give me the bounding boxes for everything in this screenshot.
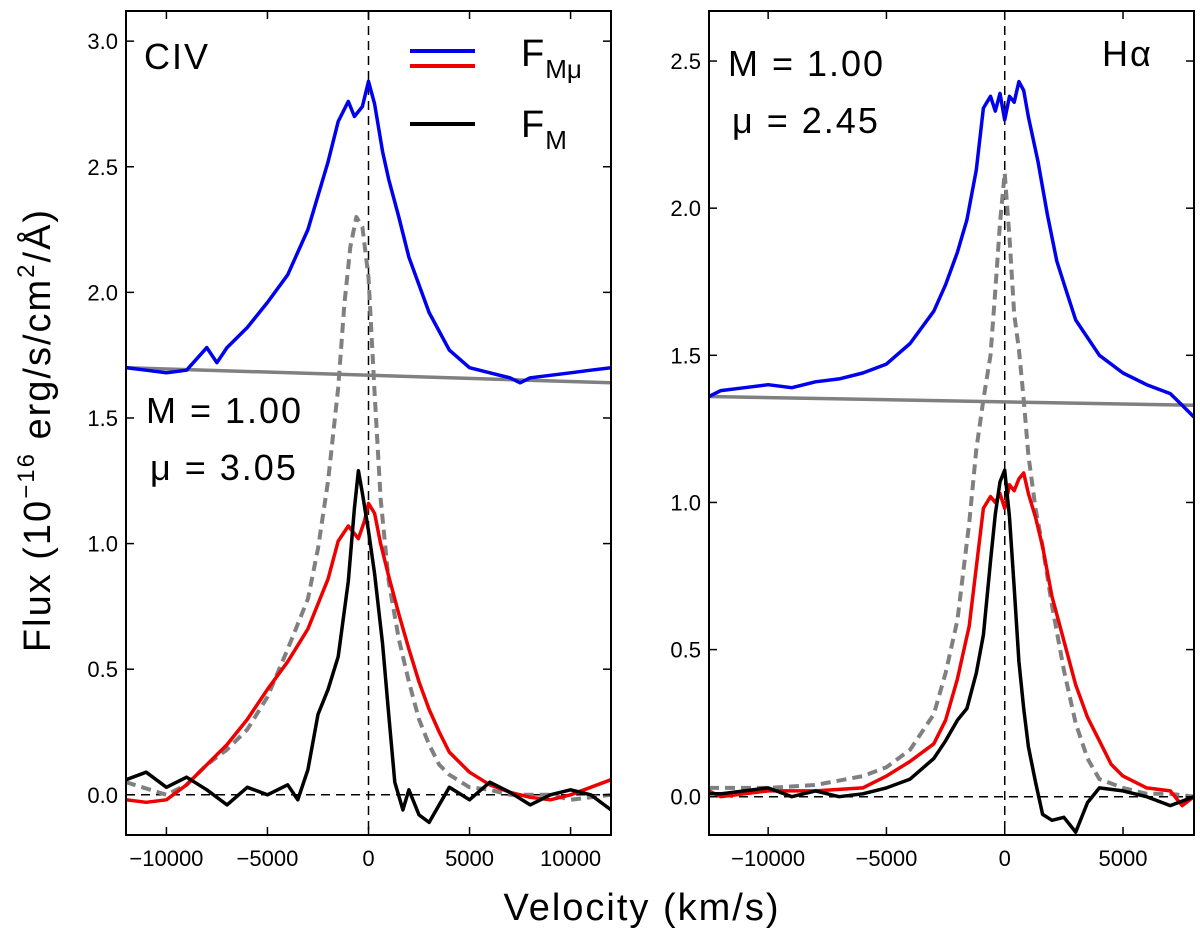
halpha-ytick-label: 0.0 <box>670 785 701 810</box>
civ-series-blue-spectrum <box>126 79 611 385</box>
halpha-xtick-label: 5000 <box>1099 846 1148 871</box>
halpha-xtick-label: −5000 <box>856 846 918 871</box>
halpha-title: Hα <box>1102 33 1153 74</box>
civ-xtick-label: 10000 <box>540 846 601 871</box>
halpha-axes-frame <box>708 10 1195 836</box>
halpha-series-broad-component-dashed <box>709 170 1194 799</box>
civ-series-f-m-black <box>126 468 611 825</box>
civ-ytick-label: 0.0 <box>87 783 118 808</box>
panel-civ: −10000 −5000 0 5000 10000 0.0 0.5 1.0 1.5 2.0 2.5 3… <box>87 10 612 871</box>
legend-label-fmmu: FMμ <box>521 33 582 84</box>
halpha-plot-lines <box>709 11 1194 835</box>
civ-ytick-label: 0.5 <box>87 657 118 682</box>
civ-ytick-label: 3.0 <box>87 29 118 54</box>
civ-ytick-label: 2.0 <box>87 280 118 305</box>
halpha-ytick-label: 0.5 <box>670 638 701 663</box>
x-axis-title: Velocity (km/s) <box>503 887 780 929</box>
legend: FMμ FM <box>410 33 582 155</box>
halpha-ytick-label: 1.5 <box>670 343 701 368</box>
civ-plot-lines <box>126 11 611 835</box>
halpha-annotation-mu: μ = 2.45 <box>732 100 880 141</box>
halpha-ytick-label: 1.0 <box>670 490 701 515</box>
civ-title: CIV <box>144 36 210 77</box>
halpha-series-continuum <box>709 394 1194 408</box>
y-axis-title: Flux (10−16 erg/s/cm2/Å) <box>13 208 59 652</box>
halpha-annotation-m: M = 1.00 <box>728 43 885 84</box>
civ-ytick-label: 1.0 <box>87 532 118 557</box>
halpha-series-blue-spectrum <box>709 79 1194 419</box>
civ-annotation-mu: μ = 3.05 <box>150 447 298 488</box>
halpha-series-f-m-black <box>709 468 1194 834</box>
legend-label-fm: FM <box>521 104 567 155</box>
civ-series-f-m-red <box>126 501 611 805</box>
civ-ytick-label: 1.5 <box>87 406 118 431</box>
civ-ticks: −10000 −5000 0 5000 10000 0.0 0.5 1.0 1.5 2.0 2.5 3… <box>87 11 611 871</box>
civ-xtick-label: −5000 <box>237 846 299 871</box>
civ-annotation-m: M = 1.00 <box>146 390 303 431</box>
halpha-xtick-label: −10000 <box>731 846 805 871</box>
civ-series-continuum <box>126 365 611 385</box>
civ-xtick-label: 5000 <box>445 846 494 871</box>
halpha-series-f-m-red <box>709 471 1194 808</box>
civ-xtick-label: 0 <box>362 846 374 871</box>
halpha-ticks: −10000 −5000 0 5000 0.0 0.5 1.0 1.5 2.0 2.5 <box>670 11 1194 871</box>
panel-halpha: −10000 −5000 0 5000 0.0 0.5 1.0 1.5 2.0 2.5 Hα M … <box>670 10 1195 871</box>
civ-xtick-label: −10000 <box>129 846 203 871</box>
halpha-xtick-label: 0 <box>999 846 1011 871</box>
halpha-ytick-label: 2.5 <box>670 49 701 74</box>
civ-ytick-label: 2.5 <box>87 155 118 180</box>
halpha-ytick-label: 2.0 <box>670 196 701 221</box>
